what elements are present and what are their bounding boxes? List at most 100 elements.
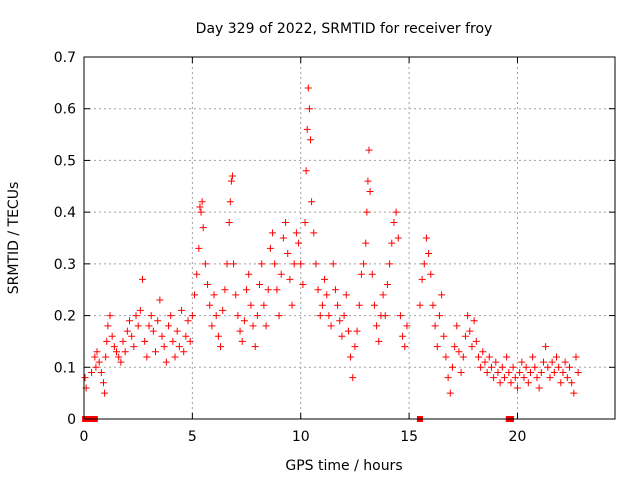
data-point bbox=[88, 368, 96, 376]
data-point bbox=[97, 368, 105, 376]
data-point bbox=[136, 306, 144, 314]
y-tick-label: 0.3 bbox=[54, 257, 76, 273]
data-point bbox=[299, 281, 307, 289]
data-point bbox=[325, 312, 333, 320]
data-point bbox=[226, 198, 234, 206]
data-point bbox=[500, 374, 508, 382]
data-point bbox=[375, 337, 383, 345]
data-point bbox=[197, 208, 205, 216]
data-point bbox=[217, 343, 225, 351]
data-point bbox=[487, 363, 495, 371]
data-point bbox=[381, 312, 389, 320]
y-tick-label: 0.2 bbox=[54, 309, 76, 325]
data-point bbox=[440, 332, 448, 340]
data-point bbox=[102, 353, 110, 361]
data-point bbox=[435, 312, 443, 320]
data-point bbox=[518, 358, 526, 366]
data-point bbox=[433, 343, 441, 351]
data-point bbox=[392, 208, 400, 216]
data-point bbox=[247, 301, 255, 309]
data-point bbox=[128, 332, 136, 340]
data-point bbox=[175, 343, 183, 351]
data-point bbox=[344, 327, 352, 335]
data-point bbox=[494, 368, 502, 376]
data-point bbox=[290, 260, 298, 268]
data-point bbox=[513, 384, 521, 392]
data-point bbox=[264, 286, 272, 294]
data-point bbox=[303, 125, 311, 133]
data-point bbox=[390, 218, 398, 226]
data-point bbox=[574, 368, 582, 376]
data-point bbox=[123, 327, 131, 335]
data-point bbox=[108, 332, 116, 340]
data-point bbox=[305, 105, 313, 113]
data-point bbox=[550, 368, 558, 376]
data-point bbox=[119, 337, 127, 345]
data-point bbox=[399, 332, 407, 340]
data-point bbox=[195, 244, 203, 252]
data-point bbox=[236, 327, 244, 335]
data-point bbox=[394, 234, 402, 242]
data-point bbox=[240, 317, 248, 325]
data-point bbox=[331, 286, 339, 294]
data-point bbox=[544, 363, 552, 371]
data-points bbox=[81, 84, 582, 397]
data-point bbox=[531, 363, 539, 371]
data-point bbox=[93, 348, 101, 356]
data-point bbox=[184, 317, 192, 325]
data-point bbox=[349, 374, 357, 382]
data-point bbox=[470, 317, 478, 325]
data-point bbox=[472, 337, 480, 345]
data-point bbox=[505, 368, 513, 376]
data-point bbox=[498, 363, 506, 371]
axis-ticks: 0 0.1 0.2 0.3 0.4 0.5 0.6 0.7 0 5 10 15 20 bbox=[54, 50, 615, 445]
y-tick-label: 0 bbox=[67, 412, 76, 428]
data-point bbox=[347, 353, 355, 361]
data-point bbox=[442, 353, 450, 361]
data-point bbox=[548, 358, 556, 366]
data-point bbox=[208, 322, 216, 330]
data-point bbox=[563, 374, 571, 382]
data-point bbox=[234, 312, 242, 320]
data-point bbox=[321, 275, 329, 283]
data-point bbox=[546, 374, 554, 382]
data-point bbox=[468, 343, 476, 351]
data-point bbox=[416, 301, 424, 309]
data-point bbox=[386, 260, 394, 268]
data-point bbox=[225, 218, 233, 226]
data-point bbox=[526, 368, 534, 376]
data-point bbox=[420, 260, 428, 268]
data-point bbox=[351, 343, 359, 351]
data-point bbox=[256, 281, 264, 289]
data-point bbox=[117, 358, 125, 366]
data-point bbox=[365, 146, 373, 154]
data-point bbox=[106, 312, 114, 320]
x-tick-label: 5 bbox=[188, 429, 197, 445]
data-point bbox=[459, 353, 467, 361]
data-point bbox=[429, 301, 437, 309]
data-point bbox=[383, 281, 391, 289]
data-point bbox=[260, 301, 268, 309]
data-point bbox=[485, 353, 493, 361]
data-point bbox=[154, 317, 162, 325]
data-point bbox=[193, 270, 201, 278]
data-point bbox=[363, 208, 371, 216]
data-point bbox=[453, 322, 461, 330]
data-point bbox=[258, 260, 266, 268]
data-point bbox=[490, 374, 498, 382]
x-tick-label: 20 bbox=[509, 429, 527, 445]
data-point bbox=[355, 301, 363, 309]
data-point bbox=[121, 348, 129, 356]
x-axis-label: GPS time / hours bbox=[285, 458, 402, 474]
data-point bbox=[304, 84, 312, 92]
data-point bbox=[238, 337, 246, 345]
data-point bbox=[149, 327, 157, 335]
data-point bbox=[275, 312, 283, 320]
data-point bbox=[511, 374, 519, 382]
data-point bbox=[188, 312, 196, 320]
data-point bbox=[115, 353, 123, 361]
data-point bbox=[273, 286, 281, 294]
data-point bbox=[427, 270, 435, 278]
data-point bbox=[227, 177, 235, 185]
